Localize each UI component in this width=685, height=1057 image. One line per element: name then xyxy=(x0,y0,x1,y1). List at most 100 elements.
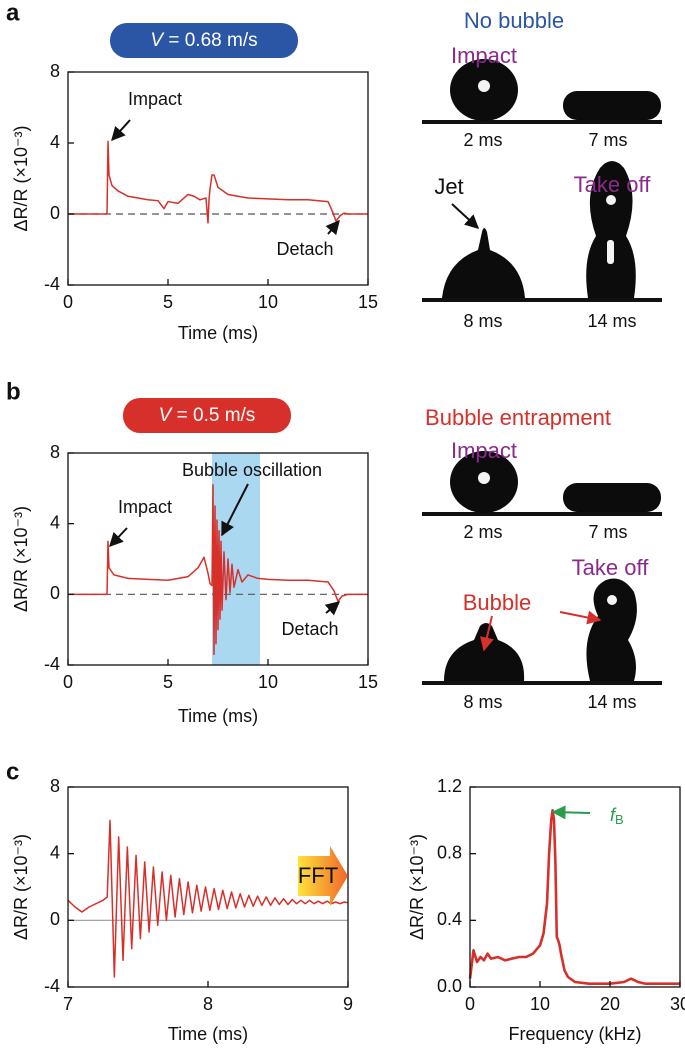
arrow xyxy=(451,203,480,229)
arrow xyxy=(559,610,602,625)
y-axis-label: ΔR/R (×10⁻³) xyxy=(11,506,31,612)
y-tick-label: 1.2 xyxy=(437,776,462,796)
y-tick-label: 0.8 xyxy=(437,842,462,862)
x-tick-label: 0 xyxy=(465,994,475,1014)
y-tick-label: -4 xyxy=(44,976,60,996)
data-line xyxy=(68,484,368,656)
highlight xyxy=(607,595,617,605)
annotation: Detach xyxy=(281,619,338,639)
annotation-arrow xyxy=(221,483,249,537)
photo-note: Impact xyxy=(451,43,517,68)
photo-label: 7 ms xyxy=(588,130,627,150)
data-line xyxy=(67,819,349,978)
badge-text: V = 0.5 m/s xyxy=(159,405,256,426)
y-tick-label: 8 xyxy=(50,442,60,462)
y-tick-label: 8 xyxy=(50,61,60,81)
photos-b: Bubble entrapment Impact 2 ms 7 ms Bubbl… xyxy=(422,405,662,712)
annotation: Impact xyxy=(128,89,182,109)
highlight xyxy=(606,195,616,205)
y-tick-label: 4 xyxy=(50,132,60,152)
photo-label: 14 ms xyxy=(587,692,636,712)
y-tick-label: 0 xyxy=(50,203,60,223)
droplet xyxy=(586,578,637,681)
annotation: Bubble oscillation xyxy=(182,460,322,480)
x-axis-label: Time (ms) xyxy=(178,323,258,343)
annotation-arrow xyxy=(551,805,591,820)
badge-value: = 0.5 m/s xyxy=(171,405,255,426)
highlight xyxy=(478,80,490,92)
x-tick-label: 30 xyxy=(670,994,685,1014)
x-axis-label: Time (ms) xyxy=(178,706,258,726)
x-tick-label: 10 xyxy=(258,292,278,312)
photo-label: 8 ms xyxy=(463,311,502,331)
x-tick-label: 7 xyxy=(63,994,73,1014)
x-axis-label: Time (ms) xyxy=(168,1024,248,1044)
highlight xyxy=(607,240,614,264)
droplet xyxy=(563,483,661,512)
photo-note: Impact xyxy=(451,438,517,463)
annotation-arrow xyxy=(111,119,131,142)
arrow xyxy=(480,615,494,652)
x-tick-label: 8 xyxy=(203,994,213,1014)
annotation: Impact xyxy=(118,497,172,517)
photo-label: 2 ms xyxy=(463,522,502,542)
fft-arrow-shape xyxy=(298,846,348,906)
y-tick-label: -4 xyxy=(44,274,60,294)
x-tick-label: 10 xyxy=(258,672,278,692)
fft-arrow: FFT xyxy=(298,846,348,906)
y-axis-label: ΔR/R (×10⁻³) xyxy=(407,834,427,940)
y-axis-label: ΔR/R (×10⁻³) xyxy=(11,125,31,231)
badge-var: V xyxy=(159,405,174,426)
y-tick-label: 8 xyxy=(50,776,60,796)
photos-a: No bubble Impact 2 ms 7 ms Jet Take off … xyxy=(422,8,662,331)
photo-label: 2 ms xyxy=(463,130,502,150)
y-tick-label: 4 xyxy=(50,842,60,862)
plot-frame xyxy=(67,452,369,666)
x-tick-label: 9 xyxy=(343,994,353,1014)
data-line xyxy=(68,140,368,224)
plot-frame xyxy=(67,71,369,286)
panel-letter: c xyxy=(6,758,19,785)
photo-label: 14 ms xyxy=(587,311,636,331)
panel-letter: a xyxy=(6,0,20,26)
y-tick-label: 0 xyxy=(50,583,60,603)
badge xyxy=(123,398,291,433)
panel-letter: b xyxy=(6,378,21,405)
y-tick-label: 0 xyxy=(50,909,60,929)
x-tick-label: 0 xyxy=(63,292,73,312)
photo-note: Jet xyxy=(434,174,463,199)
x-tick-label: 15 xyxy=(358,292,378,312)
y-tick-label: 0.0 xyxy=(437,976,462,996)
y-tick-label: -4 xyxy=(44,654,60,674)
badge-text: V = 0.68 m/s xyxy=(150,30,257,51)
y-tick-label: 0.4 xyxy=(437,909,462,929)
fft-label: FFT xyxy=(298,863,338,888)
photo-heading: No bubble xyxy=(464,8,564,33)
x-tick-label: 10 xyxy=(530,994,550,1014)
y-axis-label: ΔR/R (×10⁻³) xyxy=(11,834,31,940)
photo-heading: Bubble entrapment xyxy=(425,405,611,430)
photo-label: 8 ms xyxy=(463,692,502,712)
droplet xyxy=(442,228,525,298)
photo-label: 7 ms xyxy=(588,522,627,542)
badge-var: V xyxy=(150,30,165,51)
photo-note: Bubble xyxy=(463,590,532,615)
annotation-arrow xyxy=(109,527,128,548)
x-tick-label: 15 xyxy=(358,672,378,692)
annotation-arrow xyxy=(325,219,340,236)
plot-frame xyxy=(469,786,681,988)
x-tick-label: 0 xyxy=(63,672,73,692)
x-tick-label: 20 xyxy=(600,994,620,1014)
y-tick-label: 4 xyxy=(50,512,60,532)
annotation-arrow xyxy=(324,601,341,616)
annotation-sub: B xyxy=(615,812,624,827)
annotation: Detach xyxy=(276,239,333,259)
annotation-main: f xyxy=(610,805,617,825)
droplet xyxy=(586,161,636,298)
droplet xyxy=(444,623,525,681)
x-tick-label: 5 xyxy=(163,292,173,312)
x-tick-label: 5 xyxy=(163,672,173,692)
annotation: fB xyxy=(610,805,624,828)
